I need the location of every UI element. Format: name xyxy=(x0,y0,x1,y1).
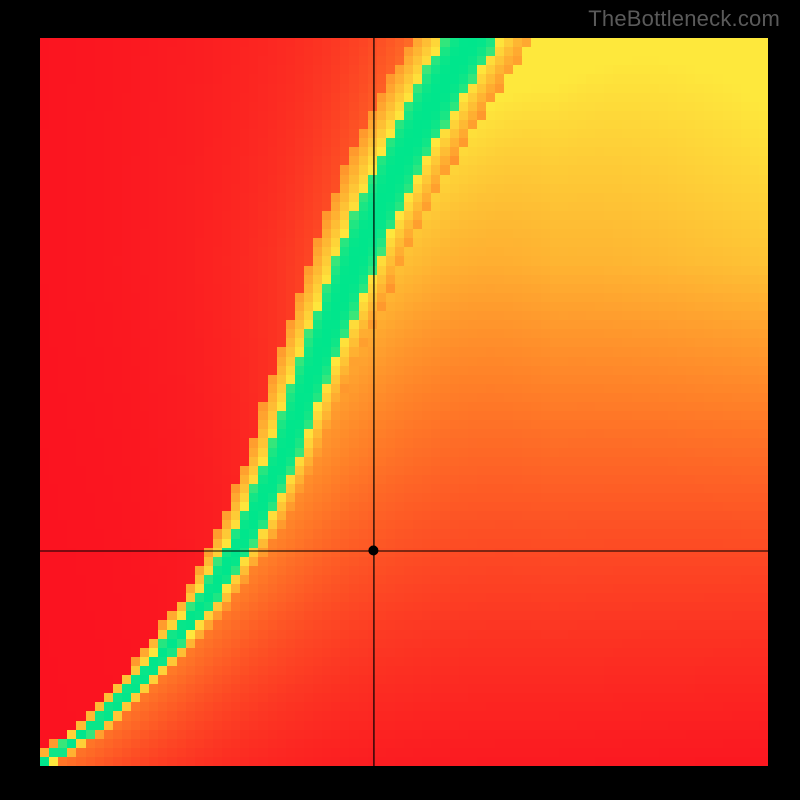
chart-container: TheBottleneck.com xyxy=(0,0,800,800)
bottleneck-heatmap xyxy=(0,0,800,800)
watermark-text: TheBottleneck.com xyxy=(588,6,780,32)
